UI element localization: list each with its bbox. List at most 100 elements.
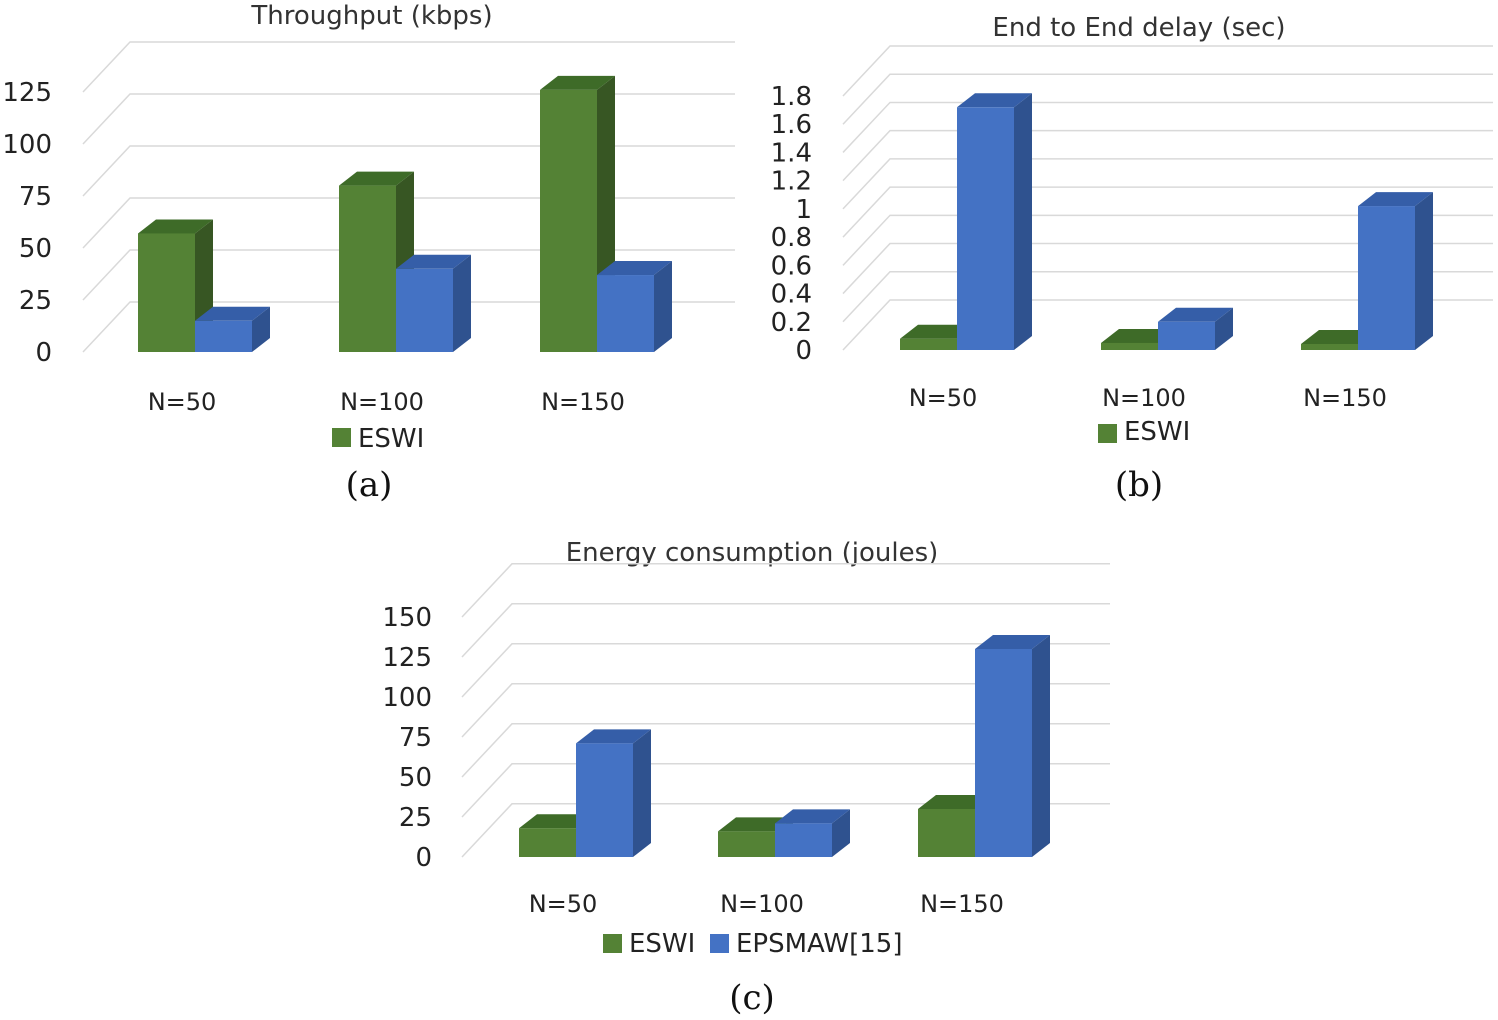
chart-c-legend: ESWI EPSMAW[15] [603,929,903,959]
chart-a-bar-eswi-1 [339,171,414,352]
chart-c-title: Energy consumption (joules) [566,538,939,568]
chart-c-bar-front [718,831,775,857]
chart-a-bar-front [597,275,654,352]
chart-b-legend-label-eswi: ESWI [1124,417,1190,447]
chart-a-ytick: 25 [19,286,52,316]
chart-energy-consumption: Energy consumption (joules) 0 25 50 75 1… [382,538,1110,1018]
chart-a-bar-eswi-0 [138,219,213,352]
chart-b-y-ticks: 0 0.2 0.4 0.6 0.8 1 1.2 1.4 1.6 1.8 [771,82,812,366]
chart-a-ytick: 50 [19,234,52,264]
chart-b-bar-top [957,93,1032,108]
chart-b-bar-front [1158,321,1215,350]
chart-a-caption: (a) [346,465,393,505]
chart-c-ytick: 50 [399,763,432,793]
chart-a-bar-top [540,75,615,90]
chart-c-category: N=50 [529,890,598,918]
chart-c-ytick: 125 [382,643,432,673]
chart-a-bar-front [138,233,195,352]
chart-c-gridline [461,763,1110,818]
chart-c-category: N=100 [720,890,804,918]
chart-a-gridline [82,93,735,145]
chart-b-ytick: 1.4 [771,138,812,168]
chart-c-bar-side [633,729,651,857]
chart-c-bar-epsmaw-0 [576,729,651,857]
chart-c-legend-label-eswi: ESWI [629,929,695,959]
chart-a-gridline [82,249,735,301]
chart-a-bar-side [453,254,471,352]
chart-b-gridline [842,101,1493,153]
chart-c-gridline [461,563,1110,618]
chart-a-legend: ESWI [332,424,424,454]
chart-b-legend: ESWI [1098,417,1190,447]
chart-b-bar-front [1301,344,1358,350]
chart-b-bar-front [1101,342,1158,350]
chart-b-bar-front [1358,206,1415,350]
chart-c-bar-top [918,795,993,809]
chart-c-ytick: 100 [382,683,432,713]
chart-a-legend-swatch-eswi [332,428,351,447]
chart-c-bar-top [975,635,1050,649]
chart-b-bar-side [1014,93,1032,351]
chart-c-ytick: 150 [382,603,432,633]
chart-a-bar-front [396,268,453,352]
chart-b-caption: (b) [1115,465,1163,505]
chart-b-category: N=150 [1303,384,1387,412]
chart-c-ytick: 75 [399,723,432,753]
chart-b-ytick: 0 [795,336,812,366]
chart-a-gridline [82,145,735,197]
chart-b-ytick: 1 [795,195,812,225]
chart-a-bar-top [396,254,471,269]
chart-b-bar-front [900,338,957,350]
chart-b-categories: N=50 N=100 N=150 [909,384,1387,412]
chart-c-bar-side [832,809,850,857]
chart-b-gridline [842,242,1493,295]
chart-b-bar-top [900,324,975,339]
chart-b-gridline [842,129,1493,182]
chart-a-bars [138,75,672,353]
chart-c-bar-front [775,823,832,857]
chart-c-ytick: 0 [415,843,432,873]
chart-b-bars [900,93,1433,351]
chart-a-bar-side [252,306,270,352]
chart-b-ytick: 0.2 [771,308,812,338]
chart-b-ytick: 0.6 [771,251,812,281]
chart-c-bar-top [519,814,594,829]
chart-a-category: N=100 [340,388,424,416]
chart-b-bar-epsmaw-2 [1358,192,1433,350]
chart-a-gridlines [82,41,735,353]
chart-a-bar-top [339,171,414,186]
chart-c-bar-top [718,817,793,832]
chart-a-bar-epsmaw-0 [195,306,270,352]
chart-b-gridline [842,271,1493,323]
chart-b-gridline [842,45,1493,97]
chart-b-bar-epsmaw-1 [1158,307,1233,350]
chart-a-gridline [82,41,735,93]
chart-c-category: N=150 [920,890,1004,918]
chart-c-bar-side [1032,635,1050,857]
chart-a-legend-label-eswi: ESWI [358,424,424,454]
chart-a-gridline [82,301,735,353]
chart-b-gridline [842,186,1493,238]
chart-c-bar-eswi-1 [718,817,793,857]
chart-c-y-ticks: 0 25 50 75 100 125 150 [382,603,432,873]
chart-c-caption: (c) [729,978,775,1018]
chart-a-ytick: 100 [2,130,52,160]
chart-b-bar-top [1358,192,1433,207]
chart-b-gridline [842,158,1493,210]
chart-b-bar-epsmaw-0 [957,93,1032,351]
chart-b-ytick: 1.8 [771,82,812,112]
chart-b-bar-side [1415,192,1433,350]
chart-a-ytick: 125 [2,78,52,108]
chart-b-ytick: 1.2 [771,167,812,197]
chart-a-bar-top [138,219,213,234]
chart-b-title: End to End delay (sec) [992,13,1285,43]
chart-c-bar-top [775,809,850,824]
chart-end-to-end-delay: End to End delay (sec) 0 0.2 0.4 0.6 0.8… [771,13,1493,505]
chart-a-bar-epsmaw-1 [396,254,471,352]
chart-b-bar-top [1101,328,1176,343]
chart-b-ytick: 1.6 [771,110,812,140]
chart-b-bar-side [1215,307,1233,350]
chart-b-bar-top [1158,307,1233,322]
chart-c-gridline [461,603,1110,658]
chart-b-bar-front [957,107,1014,351]
